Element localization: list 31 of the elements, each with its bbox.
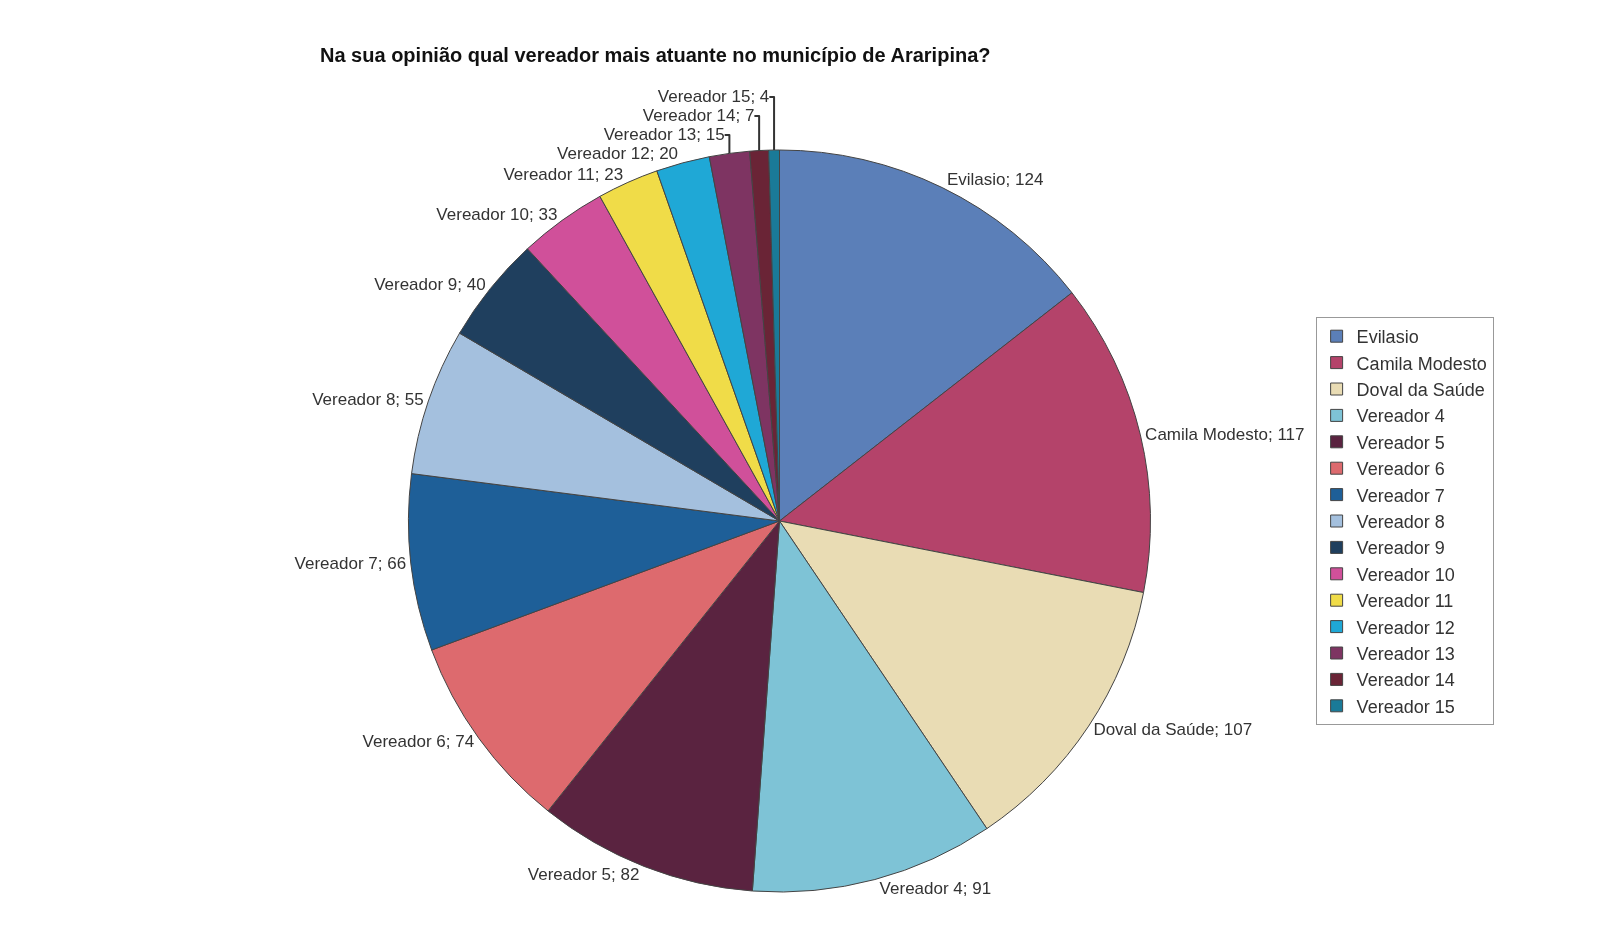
data-label: Vereador 13; 15 (603, 125, 725, 145)
legend-label: Camila Modesto (1356, 353, 1487, 374)
legend-label: Vereador 7 (1356, 485, 1445, 506)
legend-label: Vereador 5 (1356, 432, 1445, 453)
legend-label: Vereador 9 (1356, 538, 1445, 559)
data-label: Doval da Saúde; 107 (1093, 719, 1253, 739)
data-label: Vereador 6; 74 (362, 732, 475, 752)
legend-label: Vereador 14 (1356, 670, 1455, 691)
data-label: Camila Modesto; 117 (1145, 424, 1305, 444)
chart-title: Na sua opinião qual vereador mais atuante no município de Araripina? (320, 43, 991, 66)
legend-label: Doval da Saúde (1356, 380, 1485, 401)
legend-label: Vereador 4 (1356, 406, 1445, 427)
data-label: Vereador 7; 66 (294, 553, 407, 573)
legend-label: Vereador 13 (1356, 644, 1455, 665)
data-label: Vereador 10; 33 (436, 204, 558, 224)
legend-label: Vereador 12 (1356, 617, 1455, 638)
data-label: Vereador 12; 20 (557, 144, 679, 164)
data-label: Evilasio; 124 (946, 170, 1044, 190)
data-label: Vereador 9; 40 (374, 275, 486, 295)
data-label: Vereador 15; 4 (657, 87, 770, 107)
legend-label: Vereador 6 (1356, 459, 1445, 480)
legend-label: Evilasio (1356, 327, 1419, 348)
data-label: Vereador 8; 55 (312, 390, 424, 410)
legend-label: Vereador 15 (1356, 696, 1455, 717)
data-label: Vereador 14; 7 (642, 106, 755, 126)
legend-label: Vereador 11 (1356, 591, 1454, 612)
data-label: Vereador 11; 23 (503, 164, 624, 184)
legend-label: Vereador 8 (1356, 512, 1445, 533)
data-label: Vereador 5; 82 (527, 865, 640, 885)
legend-label: Vereador 10 (1356, 564, 1455, 585)
data-label: Vereador 4; 91 (879, 878, 992, 898)
